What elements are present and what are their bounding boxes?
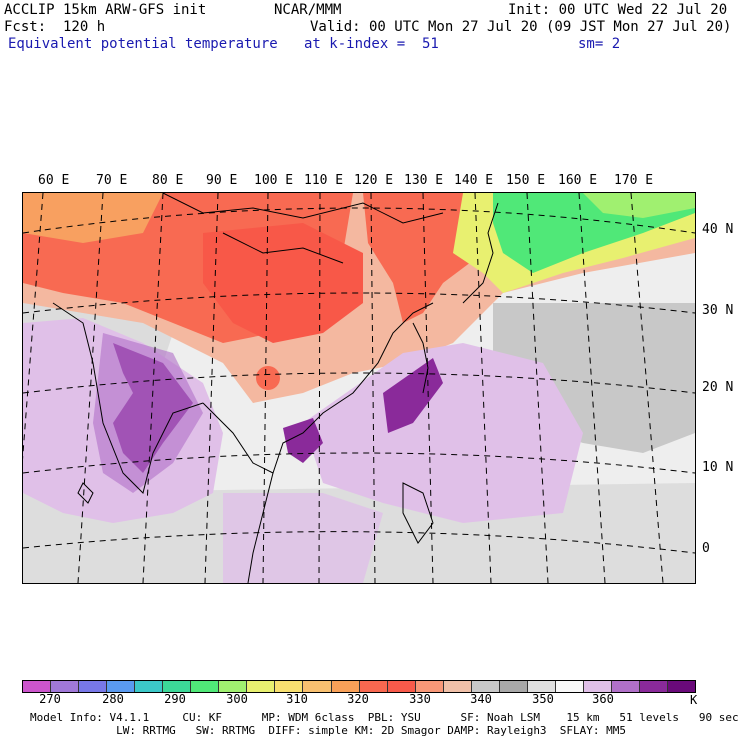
organization-label: NCAR/MMM xyxy=(274,2,342,18)
red-region-manchuria xyxy=(363,193,483,323)
theta-e-field-map xyxy=(23,193,695,583)
colorbar-cell xyxy=(275,681,304,692)
field-name: Equivalent potential temperature xyxy=(8,36,278,52)
purple-core-philippines xyxy=(383,358,443,433)
red-region-tibet xyxy=(203,223,363,343)
lat-label: 20 N xyxy=(702,380,734,395)
medium-purple-india xyxy=(93,333,203,493)
colorbar-tick: 320 xyxy=(347,692,369,706)
purple-core-sea xyxy=(283,418,323,463)
valid-time: Valid: 00 UTC Mon 27 Jul 20 (09 JST Mon … xyxy=(310,19,732,35)
lon-label: 150 E xyxy=(506,173,546,188)
lon-label: 170 E xyxy=(614,173,654,188)
lightgreen-region xyxy=(583,193,695,218)
lilac-region-pacific xyxy=(303,343,583,523)
colorbar-cell xyxy=(640,681,669,692)
lat-label: 30 N xyxy=(702,303,734,318)
colorbar-cell xyxy=(107,681,136,692)
colorbar xyxy=(22,680,696,693)
colorbar-cell xyxy=(359,681,388,692)
lon-label: 70 E xyxy=(96,173,128,188)
colorbar-tick: 270 xyxy=(39,692,61,706)
colorbar-tick: 350 xyxy=(532,692,554,706)
colorbar-cell xyxy=(303,681,332,692)
colorbar-cell xyxy=(583,681,612,692)
lat-label: 0 xyxy=(702,541,710,556)
colorbar-unit: K xyxy=(690,693,698,707)
colorbar-tick: 300 xyxy=(226,692,248,706)
colorbar-cell xyxy=(387,681,416,692)
colorbar-tick: 340 xyxy=(470,692,492,706)
colorbar-cell xyxy=(247,681,276,692)
map-panel xyxy=(22,192,696,584)
lon-label: 90 E xyxy=(206,173,238,188)
colorbar-tick: 310 xyxy=(286,692,308,706)
colorbar-cell xyxy=(527,681,556,692)
colorbar-tick: 330 xyxy=(409,692,431,706)
model-info-line2: LW: RRTMG SW: RRTMG DIFF: simple KM: 2D … xyxy=(30,724,627,737)
red-spot-sichuan xyxy=(256,366,280,390)
colorbar-cell xyxy=(331,681,360,692)
colorbar-cell xyxy=(443,681,472,692)
smoothing-label: sm= 2 xyxy=(578,36,621,52)
orange-region-northwest xyxy=(23,193,163,243)
colorbar-cell xyxy=(191,681,220,692)
lat-label: 40 N xyxy=(702,222,734,237)
level-label: at k-index = 51 xyxy=(304,36,439,52)
colorbar-cell xyxy=(499,681,528,692)
colorbar-cell xyxy=(611,681,641,692)
lat-label: 10 N xyxy=(702,460,734,475)
colorbar-cell xyxy=(415,681,444,692)
colorbar-cell xyxy=(51,681,80,692)
lon-label: 110 E xyxy=(304,173,344,188)
lon-label: 60 E xyxy=(38,173,70,188)
lon-label: 160 E xyxy=(558,173,598,188)
colorbar-tick: 290 xyxy=(164,692,186,706)
colorbar-tick: 360 xyxy=(592,692,614,706)
init-time: Init: 00 UTC Wed 22 Jul 20 xyxy=(508,2,728,18)
coastlines xyxy=(52,193,499,583)
model-title: ACCLIP 15km ARW-GFS init xyxy=(4,2,207,18)
colorbar-tick: 280 xyxy=(102,692,124,706)
forecast-hour: Fcst: 120 h xyxy=(4,19,106,35)
lon-label: 100 E xyxy=(254,173,294,188)
lon-label: 130 E xyxy=(404,173,444,188)
colorbar-cell xyxy=(163,681,192,692)
colorbar-cell xyxy=(668,681,696,692)
lilac-region-south xyxy=(223,493,383,583)
lon-label: 80 E xyxy=(152,173,184,188)
lon-label: 120 E xyxy=(354,173,394,188)
colorbar-cell xyxy=(219,681,248,692)
colorbar-cell xyxy=(79,681,108,692)
lon-label: 140 E xyxy=(454,173,494,188)
colorbar-cell xyxy=(135,681,164,692)
colorbar-cell xyxy=(471,681,500,692)
colorbar-cell xyxy=(23,681,52,692)
model-info-line1: Model Info: V4.1.1 CU: KF MP: WDM 6class… xyxy=(30,711,739,724)
colorbar-cell xyxy=(555,681,584,692)
